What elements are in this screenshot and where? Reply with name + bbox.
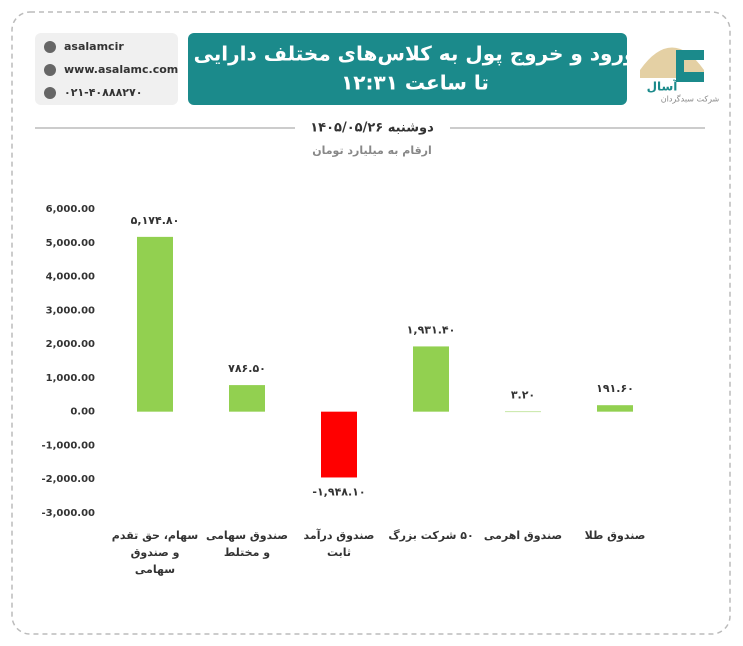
date: دوشنبه ۱۴۰۵/۰۵/۲۶ — [310, 121, 434, 136]
bar — [137, 236, 173, 412]
bar — [505, 411, 541, 413]
subtitle: ارقام به میلیارد تومان — [312, 144, 432, 157]
y-tick-label: 4,000.00 — [46, 272, 95, 283]
y-tick-label: 3,000.00 — [46, 305, 95, 316]
value-label: ۱,۹۳۱.۴۰ — [407, 323, 456, 336]
chart-title: ورود و خروج پول به کلاس‌های مختلف دارایی — [194, 42, 637, 67]
y-tick-label: 1,000.00 — [46, 373, 95, 384]
value-label: ۱۹۱.۶۰ — [596, 382, 634, 395]
bar — [321, 411, 357, 478]
telegram-icon — [44, 41, 56, 53]
y-tick-label: 0.00 — [70, 407, 95, 418]
logo-name: آسال — [647, 79, 679, 94]
x-tick-label: صندوق اهرمی — [483, 529, 563, 542]
y-tick-label: -1,000.00 — [42, 440, 96, 451]
contact-box — [35, 33, 178, 105]
chart-title: تا ساعت ۱۲:۳۱ — [341, 71, 489, 95]
y-tick-label: 5,000.00 — [46, 238, 95, 249]
y-tick-label: -3,000.00 — [42, 508, 96, 519]
bar — [597, 405, 633, 412]
bar — [229, 385, 265, 412]
logo-subtitle: شرکت سبدگردان — [661, 94, 720, 104]
logo-shape — [676, 50, 704, 82]
x-tick-label: سهام، حق تقدم و صندوق سهامی — [111, 529, 199, 576]
contact-text: www.asalamc.com — [64, 63, 178, 76]
title-box — [188, 33, 627, 105]
frame — [11, 11, 731, 635]
bar — [413, 346, 449, 412]
x-tick-label: صندوق سهامی و مختلط — [205, 529, 289, 559]
x-tick-label: صندوق طلا — [584, 529, 646, 542]
value-label: -۱,۹۴۸.۱۰ — [312, 485, 365, 498]
y-tick-label: 2,000.00 — [46, 339, 95, 350]
y-tick-label: -2,000.00 — [42, 474, 96, 485]
x-tick-label: ۵۰ شرکت بزرگ — [388, 529, 474, 542]
contact-text: ۰۲۱-۴۰۸۸۸۲۷۰ — [64, 86, 142, 99]
contact-text: asalamcir — [64, 40, 124, 53]
value-label: ۳.۲۰ — [511, 389, 535, 402]
y-tick-label: 6,000.00 — [46, 204, 95, 215]
phone-icon — [44, 87, 56, 99]
value-label: ۷۸۶.۵۰ — [228, 362, 266, 375]
value-label: ۵,۱۷۴.۸۰ — [131, 214, 180, 227]
web-icon — [44, 64, 56, 76]
x-tick-label: صندوق درآمد ثابت — [303, 529, 375, 559]
